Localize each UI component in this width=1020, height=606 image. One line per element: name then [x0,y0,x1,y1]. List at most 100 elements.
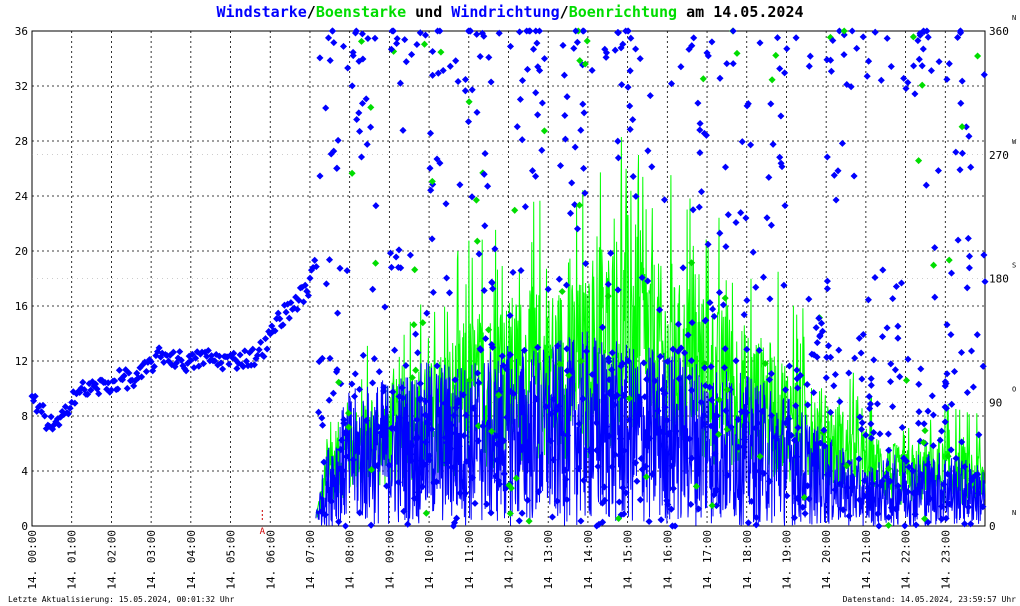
direction-point [810,351,818,359]
direction-point [912,521,920,529]
direction-point [345,423,353,431]
compass-label: N [1012,14,1016,22]
direction-point [485,326,493,334]
direction-point [410,321,418,329]
direction-point [350,392,359,400]
x-tick-label: 14. 11:00 [463,530,476,590]
direction-point [549,395,557,403]
direction-point [684,331,692,339]
direction-point [874,510,882,518]
direction-point [783,45,791,53]
direction-point [767,411,776,420]
direction-point [840,51,848,59]
direction-point [664,430,672,438]
direction-point [477,346,485,354]
x-tick-label: 14. 12:00 [503,530,516,590]
direction-point [348,380,356,388]
direction-point [894,322,902,330]
direction-point [341,429,349,437]
direction-point [958,77,966,85]
direction-point [439,66,447,75]
direction-point [885,446,893,454]
direction-point [965,132,973,140]
direction-point [581,60,589,68]
direction-point [924,33,932,41]
direction-point [219,365,227,373]
direction-point [947,269,956,277]
direction-point [429,47,437,56]
direction-point [743,102,751,110]
direction-point [111,377,119,385]
direction-point [729,27,737,35]
direction-point [758,407,766,415]
direction-point [383,482,391,490]
direction-point [883,324,891,332]
direction-point [965,252,974,260]
direction-point [696,126,704,134]
direction-point [380,387,388,395]
x-tick-label: 14. 15:00 [622,530,635,590]
direction-point [722,243,730,251]
direction-point [611,451,619,459]
direction-point [445,289,454,297]
direction-point [335,378,343,386]
direction-point [529,45,538,53]
direction-point [935,58,943,66]
direction-point [879,266,887,274]
direction-point [451,376,459,384]
direction-point [322,280,330,288]
direction-point [276,315,284,323]
direction-point [711,415,719,423]
direction-point [909,489,917,497]
direction-point [359,55,367,63]
direction-point [857,425,866,433]
y-tick-label-right: 270 [989,149,1009,162]
y-tick-label-left: 36 [15,25,28,38]
direction-point [663,497,671,505]
y-tick-label-right: 360 [989,25,1009,38]
direction-point [850,172,858,180]
direction-point [225,360,233,368]
y-tick-label-left: 12 [15,355,28,368]
direction-point [474,422,483,430]
direction-point [176,348,184,356]
direction-point [558,287,566,296]
direction-point [532,27,540,35]
direction-point [434,69,442,77]
direction-point [523,65,532,73]
direction-point [47,413,55,421]
direction-point [203,352,211,360]
direction-point [674,320,682,328]
direction-point [599,518,607,526]
direction-point [663,416,671,424]
direction-point [804,482,812,490]
direction-point [582,260,590,268]
direction-point [406,450,415,458]
direction-point [377,429,385,437]
direction-point [442,200,450,208]
direction-point [489,285,497,293]
direction-point [357,37,366,45]
direction-point [627,34,635,42]
direction-point [919,438,928,447]
direction-point [495,29,503,37]
direction-point [766,477,774,485]
y-tick-label-left: 28 [15,135,28,148]
direction-point [473,108,481,116]
title-direction: Windrichtung [451,3,560,21]
direction-point [823,353,831,361]
direction-point [794,424,802,432]
y-tick-label-right: 180 [989,273,1009,286]
direction-point [769,140,777,148]
direction-point [867,420,875,428]
direction-point [480,32,488,40]
direction-point [330,147,338,155]
direction-point [306,274,314,282]
direction-point [657,516,665,524]
direction-point [495,391,503,399]
direction-point [765,376,774,384]
direction-point [367,103,375,111]
direction-point [552,406,560,415]
direction-point [614,286,622,294]
direction-point [311,256,319,264]
